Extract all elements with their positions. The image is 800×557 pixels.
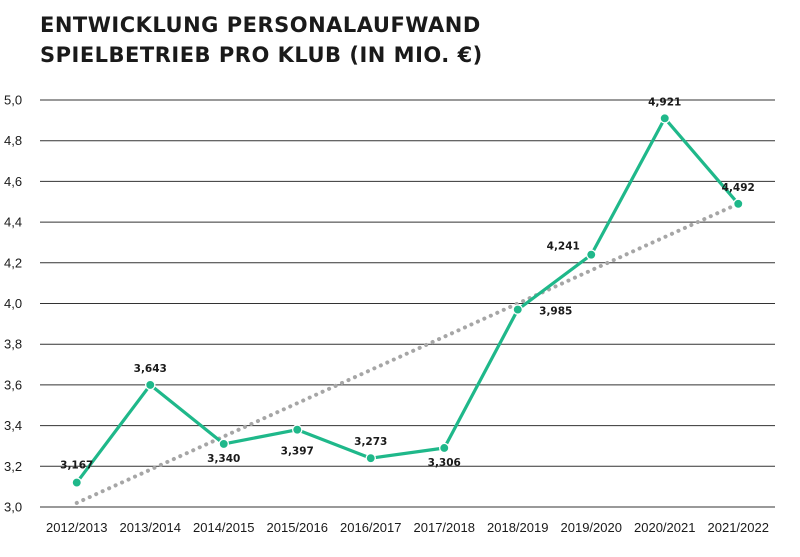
x-tick-label: 2012/2013 [46, 520, 107, 535]
x-tick-label: 2018/2019 [487, 520, 548, 535]
y-tick-label: 3,0 [4, 500, 22, 515]
trend-line-group [74, 201, 741, 505]
y-tick-label: 4,4 [4, 215, 22, 230]
x-tick-label: 2015/2016 [267, 520, 328, 535]
data-label: 3,167 [60, 460, 93, 472]
data-point [71, 477, 83, 488]
data-point [144, 379, 156, 391]
x-tick-label: 2017/2018 [414, 520, 475, 535]
series-line [75, 116, 740, 485]
data-label: 4,241 [547, 241, 580, 253]
data-point [291, 424, 303, 435]
chart-title-line-1: ENTWICKLUNG PERSONALAUFWAND [40, 13, 481, 37]
x-tick-label: 2021/2022 [708, 520, 769, 535]
data-label: 3,985 [539, 306, 572, 318]
data-point [512, 304, 524, 315]
data-label: 3,340 [207, 453, 240, 465]
data-label: 3,643 [134, 363, 167, 375]
x-tick-label: 2019/2020 [561, 520, 622, 535]
y-tick-label: 3,6 [4, 377, 22, 392]
data-point [438, 442, 450, 454]
data-point [218, 438, 229, 450]
grid-lines [40, 99, 775, 508]
series-group [71, 113, 744, 488]
y-axis: 3,0 3,2 3,4 3,6 3,8 4,0 4,2 4,4 4,6 4,8 5,0 [4, 93, 22, 515]
data-labels: 3,167 3,643 3,340 3,397 3,273 3,306 3,985 4,241… [60, 96, 755, 471]
x-tick-label: 2013/2014 [120, 520, 181, 535]
data-label: 3,273 [354, 436, 387, 448]
data-label: 3,306 [428, 457, 461, 469]
chart-title-line-2: SPIELBETRIEB PRO KLUB (IN MIO. €) [40, 43, 483, 67]
data-label: 3,397 [281, 446, 314, 458]
y-tick-label: 5,0 [4, 93, 22, 108]
trend-line [74, 201, 741, 505]
data-label: 4,492 [722, 182, 755, 194]
x-tick-label: 2016/2017 [340, 520, 401, 535]
y-tick-label: 3,4 [4, 418, 22, 433]
y-tick-label: 4,6 [4, 174, 22, 189]
y-tick-label: 3,8 [4, 337, 22, 352]
y-tick-label: 4,8 [4, 133, 22, 148]
data-point [733, 198, 744, 210]
x-axis: 2012/2013 2013/2014 2014/2015 2015/2016 2016… [46, 520, 769, 535]
data-point [365, 452, 376, 464]
chart-title: ENTWICKLUNG PERSONALAUFWAND SPIELBETRIEB… [40, 10, 483, 70]
y-tick-label: 4,0 [4, 296, 22, 311]
data-point [659, 113, 671, 124]
data-point [586, 249, 597, 260]
data-label: 4,921 [648, 96, 681, 108]
y-tick-label: 4,2 [4, 255, 22, 270]
x-tick-label: 2020/2021 [634, 520, 695, 535]
x-tick-label: 2014/2015 [193, 520, 254, 535]
y-tick-label: 3,2 [4, 459, 22, 474]
